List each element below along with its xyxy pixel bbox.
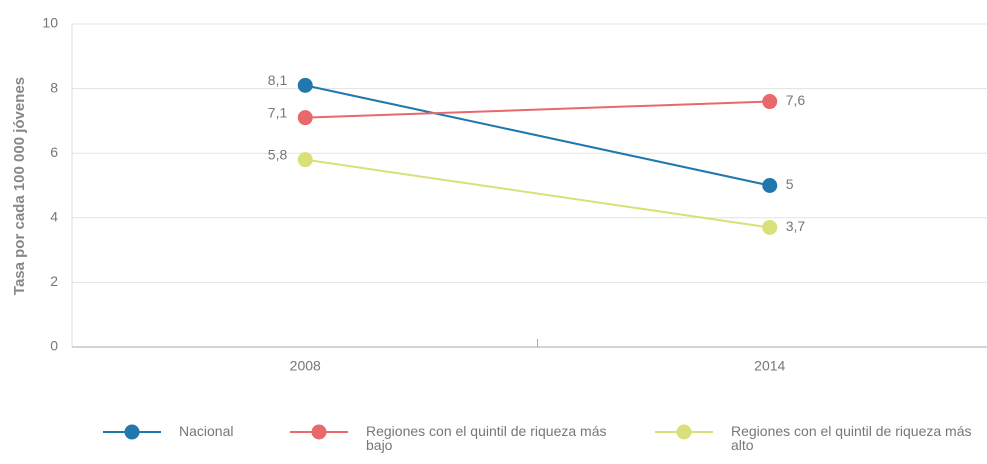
- data-point: [297, 77, 313, 93]
- legend-label: Regiones con el quintil de riqueza más b…: [366, 423, 607, 453]
- data-label: 5: [786, 176, 794, 192]
- y-tick-label: 6: [50, 144, 58, 160]
- data-label: 7,6: [786, 92, 806, 108]
- data-label: 7,1: [268, 104, 288, 120]
- series-line: [305, 84, 770, 187]
- data-label: 3,7: [786, 218, 806, 234]
- data-point: [297, 110, 313, 126]
- y-axis-label: Tasa por cada 100 000 jóvenes: [11, 77, 28, 295]
- y-tick-label: 4: [50, 209, 58, 225]
- data-label: 8,1: [268, 72, 288, 88]
- y-tick-label: 0: [50, 338, 58, 354]
- x-tick-label: 2014: [754, 358, 785, 374]
- legend-label: Nacional: [179, 423, 234, 439]
- series-line: [305, 158, 770, 229]
- data-point: [762, 219, 778, 235]
- legend-marker: [311, 424, 327, 440]
- y-tick-label: 2: [50, 273, 58, 289]
- y-tick-label: 10: [42, 15, 58, 31]
- y-tick-label: 8: [50, 79, 58, 95]
- data-point: [297, 152, 313, 168]
- data-label: 5,8: [268, 146, 288, 162]
- legend-marker: [124, 424, 140, 440]
- legend-marker: [676, 424, 692, 440]
- legend-label: Regiones con el quintil de riqueza más a…: [731, 423, 972, 453]
- x-tick-label: 2008: [290, 358, 321, 374]
- data-point: [762, 178, 778, 193]
- data-point: [762, 94, 778, 110]
- series-line: [305, 100, 770, 119]
